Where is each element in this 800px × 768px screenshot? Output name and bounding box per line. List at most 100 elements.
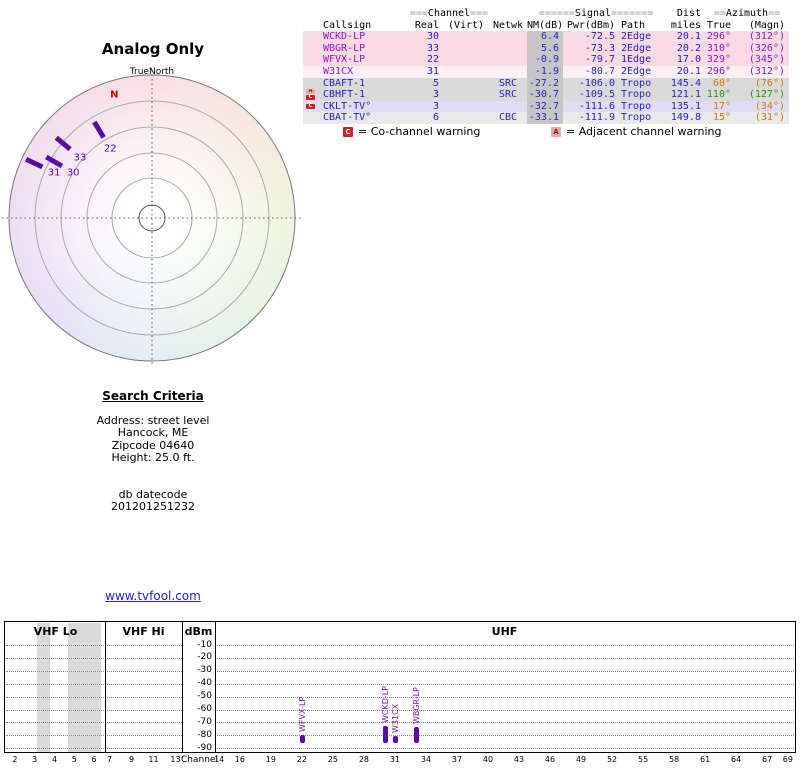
x-tick-label: 11 [148, 755, 159, 764]
pwr-cell: -111.6 [578, 100, 615, 112]
datecode-line: db datecode [118, 487, 188, 501]
gridline [6, 735, 182, 737]
gridline [6, 696, 182, 698]
x-tick-label: 28 [358, 755, 369, 764]
row-warning-badges [303, 31, 321, 43]
signal-bar [414, 726, 420, 743]
path-cell: Tropo [621, 112, 652, 124]
row-warning-badges: C [303, 101, 321, 113]
x-tick-label: 58 [669, 755, 680, 764]
col-header-virt: (Virt) [447, 19, 485, 31]
dbm-tick-label: -10 [197, 639, 212, 650]
nm-cell: -30.7 [527, 89, 563, 101]
criteria-line: Address: street level [96, 413, 210, 427]
dbm-axis-label: dBm [184, 625, 213, 638]
virt-channel-cell [443, 31, 489, 43]
azimuth-group-header: ==Azimuth== [713, 8, 781, 19]
dbm-tick-label: -50 [197, 691, 212, 702]
gridline [215, 722, 794, 724]
x-tick-label: 31 [389, 755, 401, 764]
x-axis-label: Channel [181, 755, 218, 765]
azimuth-magn-cell: (312°) [748, 65, 785, 77]
azimuth-magn-cell: (326°) [748, 42, 785, 54]
path-cell: 1Edge [621, 54, 652, 66]
panel-divider [215, 622, 216, 752]
criteria-line: Hancock, ME [117, 426, 189, 439]
chart-x-axis: 2 3 4 5 6 7 9 11 13 14 16 19 22 25 28 31 34 37 40 43 46 49 52 5… [4, 755, 796, 768]
gridline [6, 709, 182, 711]
datecode-lines: db datecode 201201251232 [60, 487, 246, 514]
col-header-real: Real [414, 19, 439, 31]
nm-cell: 6.4 [527, 31, 563, 43]
path-cell: Tropo [621, 100, 652, 112]
nm-cell: -27.2 [527, 77, 563, 90]
gridline [215, 696, 794, 698]
row-warning-badges [303, 54, 321, 66]
x-tick-label: 5 [71, 755, 77, 764]
station-table: ===Channel=== ======Signal======= Dist =… [303, 8, 789, 124]
col-header-netwk: Netwk [492, 19, 524, 31]
channel-marker-label: 31 [48, 167, 61, 178]
col-header-magn: (Magn) [748, 19, 785, 31]
real-channel-cell: 3 [432, 89, 439, 101]
callsign-cell: WBGR-LP [323, 42, 366, 54]
real-channel-cell: 3 [432, 100, 439, 112]
table-column-header-row: Callsign Real (Virt) Netwk NM(dB) Pwr(dB… [303, 20, 789, 32]
section-label-uhf: UHF [491, 625, 518, 638]
col-header-true: True [706, 19, 731, 31]
tvfool-link[interactable]: www.tvfool.com [105, 589, 201, 603]
network-cell [489, 31, 527, 43]
legend-badge-c: C [343, 126, 353, 137]
real-channel-cell: 5 [432, 77, 439, 89]
pwr-cell: -79.7 [584, 54, 615, 66]
virt-channel-cell [443, 112, 489, 124]
table-row: W31CX 31 -1.9 -80.7 2Edge 20.1 296° (312°) [303, 65, 789, 78]
nm-cell: 5.6 [527, 42, 563, 55]
azimuth-true-cell: 60° [712, 77, 731, 89]
row-warning-badges [303, 66, 321, 78]
azimuth-magn-cell: (76°) [754, 77, 785, 89]
dbm-tick-label: -20 [197, 652, 212, 663]
network-cell: CBC [498, 112, 518, 124]
virt-channel-cell [443, 54, 489, 66]
real-channel-cell: 30 [426, 31, 439, 43]
virt-channel-cell [443, 66, 489, 78]
signal-bar-label: WCKD-LP [380, 685, 390, 723]
legend-text: = Co-channel warning [358, 125, 481, 138]
x-tick-label: 22 [296, 755, 307, 764]
dbm-tick-label: -40 [197, 678, 212, 689]
azimuth-true-cell: 296° [706, 65, 731, 77]
network-cell [489, 101, 527, 113]
miles-cell: 135.1 [670, 100, 701, 112]
x-tick-label: 25 [327, 755, 338, 764]
warning-badge-c: C [306, 104, 315, 110]
x-tick-label: 14 [214, 755, 225, 764]
legend-item: C = Co-channel warning [343, 125, 480, 138]
virt-channel-cell [443, 78, 489, 90]
x-tick-label: 16 [234, 755, 245, 764]
legend-badge-a: A [551, 126, 561, 137]
miles-cell: 17.0 [676, 54, 701, 66]
shaded-band [36, 623, 50, 752]
row-warning-badges [303, 78, 321, 90]
azimuth-magn-cell: (127°) [748, 89, 785, 101]
miles-cell: 20.2 [676, 42, 701, 54]
channel-marker [45, 154, 64, 169]
nm-cell: -0.9 [527, 54, 563, 66]
pwr-cell: -109.5 [578, 89, 615, 101]
row-warning-badges [303, 43, 321, 55]
x-tick-label: 52 [606, 755, 618, 764]
callsign-cell: CBAFT-1 [323, 77, 366, 89]
gridline [215, 683, 794, 685]
gridline [215, 645, 794, 646]
path-cell: 2Edge [621, 31, 652, 43]
signal-bar [393, 736, 399, 743]
x-tick-label: 49 [575, 755, 587, 764]
warning-badge-c: C [306, 95, 315, 101]
callsign-cell: CKLT-TV° [323, 100, 372, 112]
table-row: WFVX-LP 22 -0.9 -79.7 1Edge 17.0 329° (345°) [303, 54, 789, 66]
col-header-callsign: Callsign [323, 19, 372, 31]
legend-text: = Adjacent channel warning [566, 125, 722, 138]
x-tick-label: 7 [106, 755, 113, 764]
pwr-cell: -80.7 [584, 65, 615, 77]
